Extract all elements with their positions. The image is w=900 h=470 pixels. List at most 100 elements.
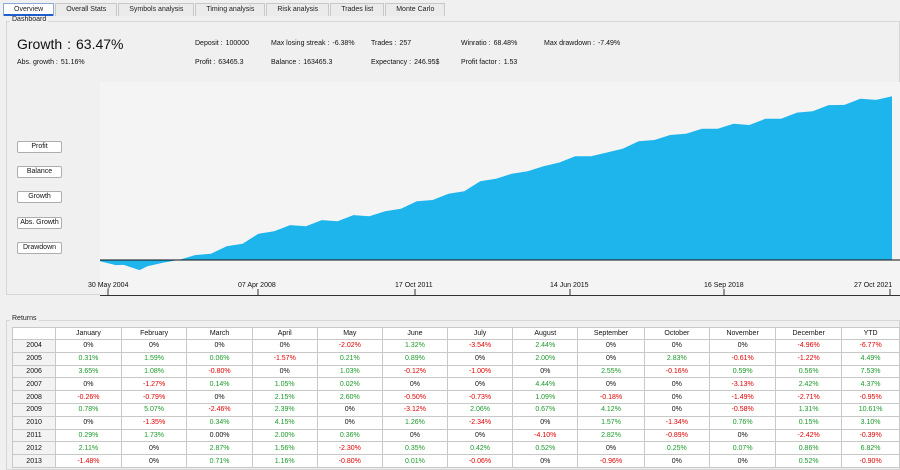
returns-value-cell: 1.59% — [120, 351, 188, 366]
returns-value-cell: -0.12% — [381, 364, 448, 379]
abs-growth-value: 51.16% — [60, 59, 85, 66]
trades-label: Trades : — [371, 40, 397, 47]
profit-value: 63465.3 — [218, 59, 244, 66]
returns-value-cell: 0% — [643, 339, 711, 353]
returns-value-cell: 0.86% — [775, 441, 843, 456]
returns-row: 2013 -1.48% 0% 0.71% 1.16% -0.80% 0.01% -0.06% 0… — [11, 454, 900, 468]
max-losing-streak-value: -6.38% — [332, 40, 355, 47]
returns-year-cell: 2010 — [11, 415, 57, 430]
balance-button[interactable]: Balance — [17, 166, 62, 178]
returns-value-cell: -0.50% — [381, 390, 448, 404]
returns-header-corner — [11, 327, 57, 340]
returns-value-cell: -2.34% — [446, 415, 514, 430]
returns-value-cell: -0.79% — [120, 390, 188, 404]
returns-value-cell: 0.21% — [316, 351, 383, 366]
tab-monte-carlo[interactable]: Monte Carlo — [385, 3, 446, 16]
returns-value-cell: 0.07% — [709, 441, 777, 456]
returns-value-cell: 0% — [381, 377, 448, 392]
growth-chart — [100, 82, 900, 296]
max-drawdown-label: Max drawdown : — [544, 40, 595, 47]
returns-value-cell: -0.73% — [446, 390, 514, 404]
deposit-label: Deposit : — [195, 40, 223, 47]
tab-overview[interactable]: Overview — [3, 3, 55, 16]
tab-symbols-analysis[interactable]: Symbols analysis — [118, 3, 195, 16]
returns-value-cell: 2.42% — [775, 377, 843, 392]
returns-value-cell: 0% — [251, 364, 318, 379]
returns-row: 2006 3.65% 1.08% -0.80% 0% 1.03% -0.12% -1.00% 0… — [11, 364, 900, 379]
returns-value-cell: 0.01% — [381, 454, 448, 468]
returns-value-cell: 3.65% — [55, 364, 122, 379]
returns-value-cell: 2.00% — [251, 428, 318, 443]
returns-value-cell: 2.39% — [251, 402, 318, 417]
returns-value-cell: 0% — [643, 454, 711, 468]
dashboard-title: Dashboard — [10, 16, 49, 23]
returns-value-cell: 2.06% — [446, 402, 514, 417]
returns-value-cell: 1.09% — [512, 390, 579, 404]
returns-value-cell: 0% — [512, 415, 579, 430]
returns-value-cell: 0% — [120, 454, 188, 468]
balance-value: 163465.3 — [303, 59, 333, 66]
returns-value-cell: 0.34% — [186, 415, 253, 430]
returns-header-cell: August — [512, 327, 579, 340]
profit-factor-value: 1.53 — [503, 59, 518, 66]
returns-value-cell: 0.42% — [446, 441, 514, 456]
drawdown-button[interactable]: Drawdown — [17, 242, 62, 254]
returns-value-cell: -0.95% — [841, 390, 900, 404]
growth-chart-svg — [100, 82, 900, 296]
returns-value-cell: 0.31% — [55, 351, 122, 366]
returns-value-cell: -6.77% — [841, 339, 900, 353]
x-axis-tick-label: 14 Jun 2015 — [550, 282, 589, 289]
profit-button[interactable]: Profit — [17, 141, 62, 153]
returns-value-cell: 0% — [381, 428, 448, 443]
returns-year-cell: 2013 — [11, 454, 57, 468]
returns-value-cell: 0% — [643, 390, 711, 404]
returns-year-cell: 2009 — [11, 402, 57, 417]
tab-trades-list[interactable]: Trades list — [330, 3, 385, 16]
returns-row: 2010 0% -1.35% 0.34% 4.15% 0% 1.26% -2.34% 0% 1.5… — [11, 415, 900, 430]
returns-row: 2007 0% -1.27% 0.14% 1.05% 0.02% 0% 0% 4.44% 0% 0%… — [11, 377, 900, 392]
returns-year-cell: 2011 — [11, 428, 57, 443]
growth-area-series — [100, 96, 892, 271]
returns-header-cell: YTD — [841, 327, 900, 340]
returns-row: 2012 2.11% 0% 2.87% 1.56% -2.30% 0.35% 0.42% 0.5… — [11, 441, 900, 456]
returns-value-cell: 2.55% — [577, 364, 645, 379]
growth-button[interactable]: Growth — [17, 191, 62, 203]
max-losing-streak-label: Max losing streak : — [271, 40, 330, 47]
abs-growth-stat: Abs. growth :51.16% — [17, 59, 85, 66]
returns-header-cell: October — [643, 327, 711, 340]
expectancy-value: 246.95$ — [414, 59, 440, 66]
returns-value-cell: 0.02% — [316, 377, 383, 392]
returns-value-cell: 0% — [643, 402, 711, 417]
trades-stat: Trades :257 — [371, 40, 411, 47]
winratio-label: Winratio : — [461, 40, 491, 47]
returns-row: 2011 0.29% 1.73% 0.00% 2.00% 0.36% 0% 0% -4.10% 2… — [11, 428, 900, 443]
returns-header-cell: April — [251, 327, 318, 340]
returns-value-cell: 0.52% — [512, 441, 579, 456]
returns-value-cell: -4.10% — [512, 428, 579, 443]
tab-timing-analysis[interactable]: Timing analysis — [195, 3, 266, 16]
returns-row: 2008 -0.26% -0.79% 0% 2.15% 2.60% -0.50% -0.73%… — [11, 390, 900, 404]
returns-value-cell: 2.00% — [512, 351, 579, 366]
returns-year-cell: 2007 — [11, 377, 57, 392]
returns-header-cell: September — [577, 327, 645, 340]
growth-label: Growth — [17, 36, 63, 52]
abs-growth-button[interactable]: Abs. Growth — [17, 217, 62, 229]
growth-stat: Growth:63.47% — [17, 36, 124, 52]
returns-value-cell: 0.67% — [512, 402, 579, 417]
returns-value-cell: 0.15% — [775, 415, 843, 430]
returns-value-cell: 0% — [643, 377, 711, 392]
growth-value: 63.47% — [76, 36, 124, 52]
returns-value-cell: -1.57% — [251, 351, 318, 366]
abs-growth-label: Abs. growth : — [17, 59, 58, 66]
deposit-stat: Deposit :100000 — [195, 40, 249, 47]
returns-value-cell: -2.02% — [316, 339, 383, 353]
returns-header-row: January February March April May June July Augu… — [11, 327, 900, 340]
returns-row: 2009 0.78% 5.07% -2.46% 2.39% 0% -3.12% 2.06% 0.… — [11, 402, 900, 417]
returns-year-cell: 2012 — [11, 441, 57, 456]
tab-overall-stats[interactable]: Overall Stats — [55, 3, 118, 16]
returns-value-cell: 0% — [186, 390, 253, 404]
returns-value-cell: 0% — [55, 377, 122, 392]
tab-risk-analysis[interactable]: Risk analysis — [266, 3, 330, 16]
x-axis-tick-label: 30 May 2004 — [88, 282, 129, 289]
returns-value-cell: 0% — [186, 339, 253, 353]
